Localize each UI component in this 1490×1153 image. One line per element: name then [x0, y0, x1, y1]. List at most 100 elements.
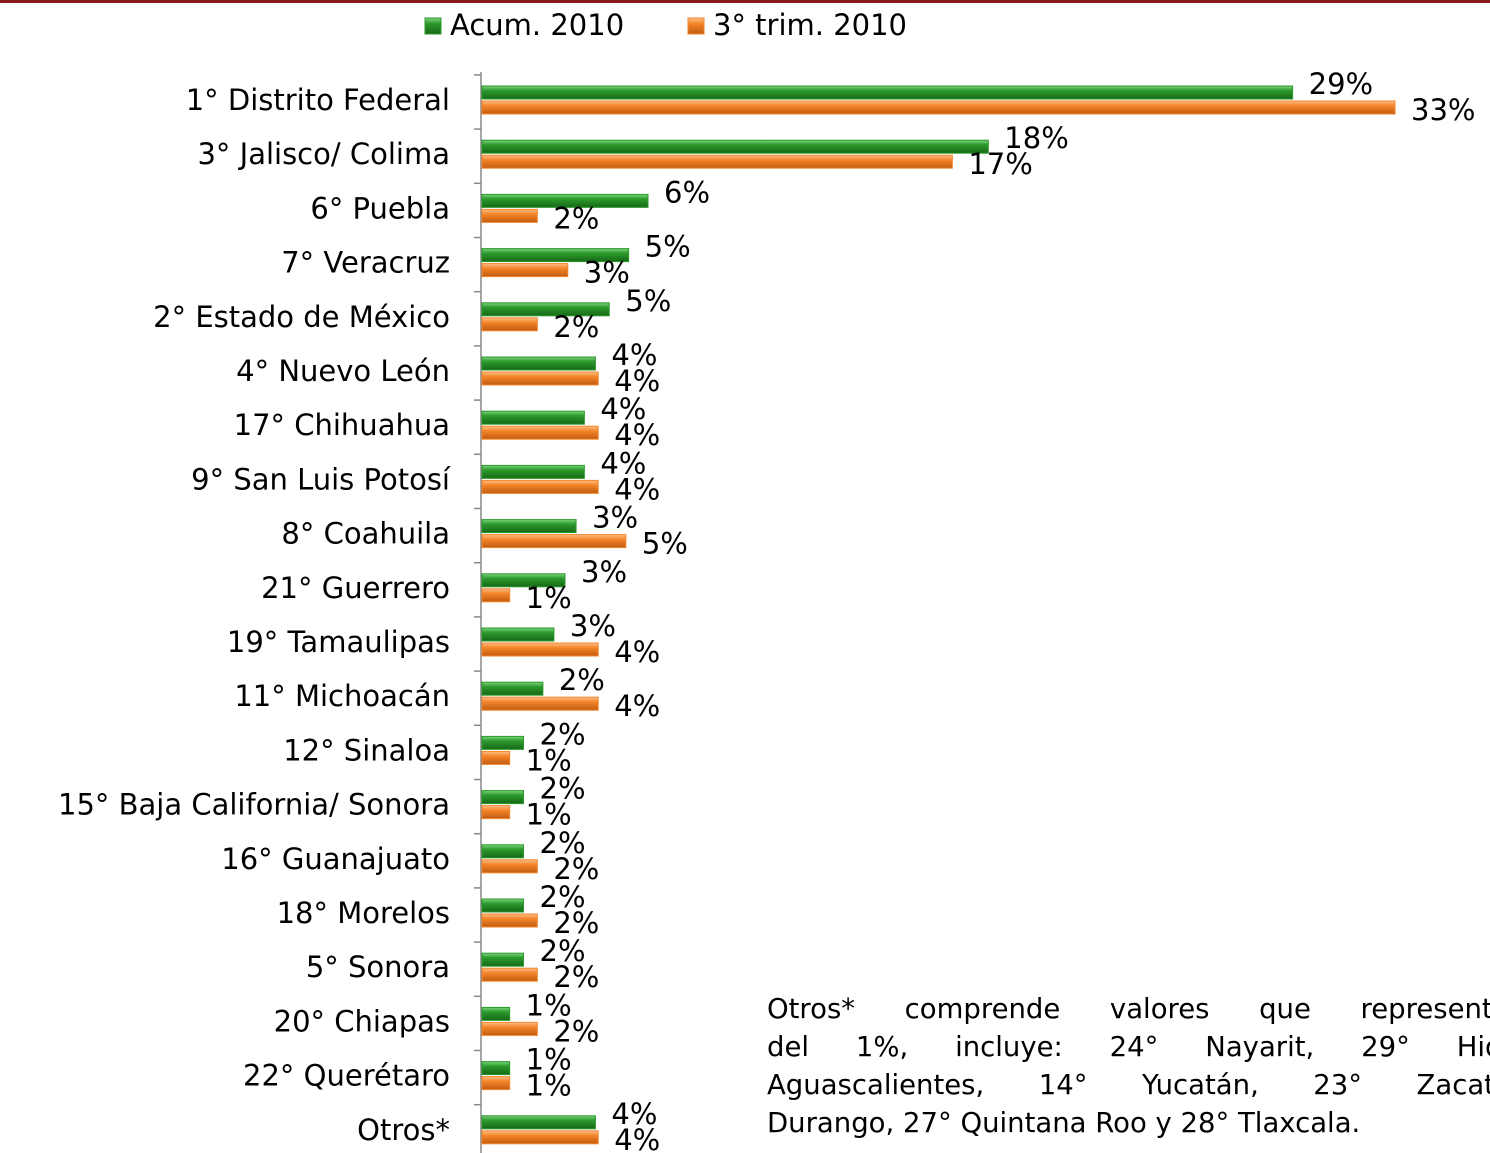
data-label: 6%	[664, 175, 710, 209]
category-label: 18° Morelos	[277, 896, 450, 930]
annotation-line: Otros* comprende valores que representan	[767, 993, 1490, 1025]
data-label: 4%	[614, 364, 660, 398]
data-label: 3%	[592, 501, 638, 535]
data-label: 4%	[600, 446, 646, 480]
data-label: 1%	[526, 798, 572, 832]
category-label: 3° Jalisco/ Colima	[197, 137, 450, 171]
category-label: 2° Estado de México	[153, 300, 450, 334]
bar	[481, 534, 627, 549]
data-label: 2%	[559, 663, 605, 697]
data-label: 2%	[540, 934, 586, 968]
bar	[481, 248, 630, 263]
data-label: 2%	[553, 201, 599, 235]
data-label: 5%	[645, 230, 691, 264]
bar	[481, 154, 953, 169]
data-label: 2%	[553, 906, 599, 940]
bar	[481, 844, 524, 859]
annotation-line: Aguascalientes, 14° Yucatán, 23° Zacatec	[767, 1069, 1490, 1101]
data-label: 4%	[614, 418, 660, 452]
bar	[481, 696, 599, 711]
data-label: 2%	[553, 1014, 599, 1048]
annotation-line: del 1%, incluye: 24° Nayarit, 29° Hidal	[767, 1031, 1490, 1063]
category-label: 20° Chiapas	[274, 1004, 450, 1038]
category-label: 11° Michoacán	[234, 679, 450, 713]
data-label: 1%	[526, 581, 572, 615]
category-label: 16° Guanajuato	[221, 842, 450, 876]
bar	[481, 356, 596, 371]
bar	[481, 479, 599, 494]
bar	[481, 913, 538, 928]
category-label: 22° Querétaro	[243, 1059, 450, 1093]
bar	[481, 371, 599, 386]
category-label: 12° Sinaloa	[283, 733, 450, 767]
category-label: 6° Puebla	[310, 191, 450, 225]
data-label: 18%	[1004, 121, 1068, 155]
category-label: Otros*	[357, 1113, 450, 1147]
legend-label: 3° trim. 2010	[713, 8, 907, 42]
data-label: 4%	[614, 1123, 660, 1153]
bar	[481, 573, 566, 588]
bar	[481, 859, 538, 874]
annotation: Otros* comprende valores que representan…	[767, 990, 1490, 1142]
bar	[481, 317, 538, 332]
bar	[481, 805, 511, 820]
legend-swatch	[687, 17, 705, 35]
bar	[481, 790, 524, 805]
data-label: 4%	[614, 635, 660, 669]
data-label: 2%	[540, 717, 586, 751]
category-label: 1° Distrito Federal	[186, 83, 450, 117]
data-label: 1%	[526, 1069, 572, 1103]
category-label: 8° Coahuila	[281, 517, 450, 551]
bar	[481, 464, 585, 479]
bar	[481, 193, 649, 208]
bar	[481, 100, 1396, 115]
data-label: 4%	[611, 338, 657, 372]
annotation-line: Durango, 27° Quintana Roo y 28° Tlaxcala…	[767, 1107, 1361, 1139]
data-label: 33%	[1411, 93, 1475, 127]
bar	[481, 302, 610, 317]
category-label: 21° Guerrero	[261, 571, 450, 605]
category-label: 19° Tamaulipas	[227, 625, 450, 659]
bar	[481, 681, 544, 696]
data-label: 3%	[584, 256, 630, 290]
bar	[481, 1061, 511, 1076]
bar	[481, 967, 538, 982]
data-label: 1%	[526, 988, 572, 1022]
bar	[481, 425, 599, 440]
bar	[481, 85, 1294, 100]
bar	[481, 1021, 538, 1036]
data-label: 4%	[600, 392, 646, 426]
bar	[481, 750, 511, 765]
category-label: 7° Veracruz	[281, 246, 450, 280]
category-label: 4° Nuevo León	[236, 354, 450, 388]
bar	[481, 627, 555, 642]
bar	[481, 1115, 596, 1130]
data-label: 5%	[625, 284, 671, 318]
legend-swatch	[424, 17, 442, 35]
bar	[481, 642, 599, 657]
bar	[481, 263, 569, 278]
bar	[481, 898, 524, 913]
bar	[481, 519, 577, 534]
data-label: 3%	[581, 555, 627, 589]
category-label: 5° Sonora	[306, 950, 450, 984]
data-label: 29%	[1309, 67, 1373, 101]
legend-label: Acum. 2010	[450, 8, 624, 42]
top-rule	[0, 0, 1490, 3]
bar	[481, 1130, 599, 1145]
bar	[481, 1076, 511, 1091]
data-label: 1%	[526, 1043, 572, 1077]
category-label: 17° Chihuahua	[234, 408, 450, 442]
bar	[481, 735, 524, 750]
data-label: 17%	[968, 147, 1032, 181]
data-label: 5%	[642, 527, 688, 561]
data-label: 2%	[540, 772, 586, 806]
data-label: 4%	[611, 1097, 657, 1131]
data-label: 2%	[553, 960, 599, 994]
data-label: 2%	[540, 880, 586, 914]
bar	[481, 139, 989, 154]
data-label: 1%	[526, 743, 572, 777]
data-label: 2%	[553, 852, 599, 886]
